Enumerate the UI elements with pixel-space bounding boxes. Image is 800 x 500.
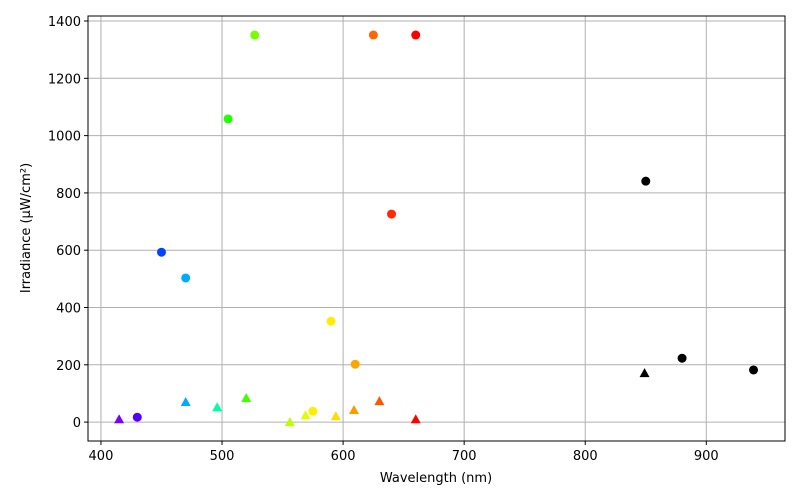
plot-frame — [87, 15, 786, 442]
triangle-point — [241, 393, 252, 403]
circle-point — [368, 30, 378, 40]
circle-point — [326, 316, 336, 326]
y-tick-label: 800 — [56, 187, 81, 202]
x-tick-label: 400 — [89, 449, 114, 464]
circle-point — [387, 209, 397, 219]
circle-point — [132, 412, 142, 422]
x-tick-label: 600 — [331, 449, 356, 464]
triangle-point — [374, 396, 385, 406]
circle-point — [156, 247, 166, 257]
triangle-point — [114, 414, 125, 424]
y-tick-label: 1200 — [48, 72, 81, 87]
x-tick-label: 500 — [210, 449, 235, 464]
y-tick-label: 200 — [56, 359, 81, 374]
y-tick-label: 400 — [56, 301, 81, 316]
circle-point — [181, 273, 191, 283]
triangle-point — [284, 417, 295, 427]
triangle-point — [410, 414, 421, 424]
y-tick-label: 0 — [73, 416, 81, 431]
triangle-point — [639, 368, 650, 378]
triangle-point — [330, 411, 341, 421]
x-tick-label: 900 — [694, 449, 719, 464]
y-tick-label: 600 — [56, 244, 81, 259]
circle-point — [641, 176, 651, 186]
circle-point — [677, 353, 687, 363]
y-axis-label: Irradiance (μW/cm²) — [19, 163, 34, 293]
x-axis-label: Wavelength (nm) — [380, 471, 492, 486]
triangle-point — [348, 405, 359, 415]
y-tick-label: 1000 — [48, 130, 81, 145]
circle-point — [749, 365, 759, 375]
circle-point — [250, 30, 260, 40]
triangle-point — [300, 410, 311, 420]
circle-point — [223, 114, 233, 124]
circle-point — [350, 359, 360, 369]
circle-point — [411, 30, 421, 40]
x-tick-label: 700 — [452, 449, 477, 464]
triangle-point — [212, 402, 223, 412]
circle-point — [308, 406, 318, 416]
x-tick-label: 800 — [573, 449, 598, 464]
triangle-point — [180, 397, 191, 407]
y-tick-label: 1400 — [48, 15, 81, 30]
